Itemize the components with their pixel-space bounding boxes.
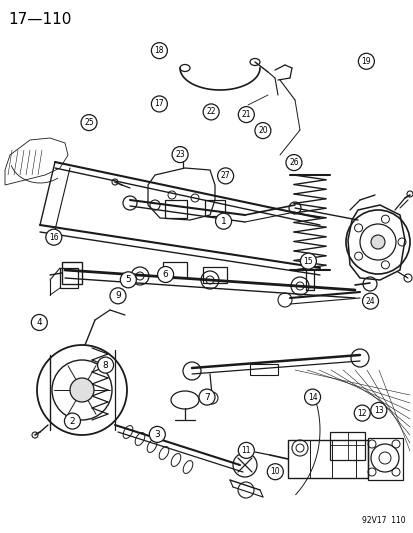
Circle shape — [217, 168, 233, 184]
Text: 2: 2 — [69, 417, 75, 425]
Circle shape — [203, 104, 218, 120]
Text: 26: 26 — [288, 158, 298, 167]
Circle shape — [149, 426, 165, 442]
Text: 16: 16 — [49, 233, 59, 241]
Text: 11: 11 — [241, 446, 250, 455]
Circle shape — [354, 405, 369, 421]
Circle shape — [70, 378, 94, 402]
Circle shape — [238, 107, 254, 123]
Text: 3: 3 — [154, 430, 160, 439]
Bar — [165, 200, 187, 218]
Text: 24: 24 — [365, 297, 375, 305]
Circle shape — [64, 413, 80, 429]
Circle shape — [267, 464, 282, 480]
Text: 13: 13 — [373, 406, 383, 415]
Circle shape — [238, 442, 254, 458]
Circle shape — [120, 272, 136, 288]
Circle shape — [46, 229, 62, 245]
Text: 25: 25 — [84, 118, 94, 127]
Text: 21: 21 — [241, 110, 250, 119]
Circle shape — [370, 235, 384, 249]
Bar — [367, 438, 402, 480]
Text: 18: 18 — [154, 46, 164, 55]
Text: 92V17  110: 92V17 110 — [361, 516, 405, 525]
Bar — [329, 432, 364, 460]
Text: 6: 6 — [162, 270, 168, 279]
Circle shape — [157, 266, 173, 282]
Text: 10: 10 — [270, 467, 280, 476]
Circle shape — [199, 389, 214, 405]
Circle shape — [172, 147, 188, 163]
Bar — [204, 200, 224, 216]
Circle shape — [285, 155, 301, 171]
Circle shape — [300, 253, 316, 269]
Circle shape — [304, 389, 320, 405]
Text: 15: 15 — [303, 257, 313, 265]
Circle shape — [362, 293, 377, 309]
Text: 22: 22 — [206, 108, 215, 116]
Circle shape — [81, 115, 97, 131]
Text: 5: 5 — [125, 276, 131, 284]
Text: 9: 9 — [115, 292, 121, 300]
Bar — [60, 268, 78, 288]
Text: 17—110: 17—110 — [8, 12, 71, 27]
Bar — [163, 262, 187, 278]
Text: 12: 12 — [357, 409, 366, 417]
Circle shape — [151, 96, 167, 112]
Circle shape — [358, 53, 373, 69]
Bar — [287, 440, 367, 478]
Circle shape — [215, 213, 231, 229]
Circle shape — [97, 357, 113, 373]
Text: 20: 20 — [257, 126, 267, 135]
Text: 19: 19 — [361, 57, 370, 66]
Text: 8: 8 — [102, 361, 108, 369]
Circle shape — [370, 402, 386, 418]
Text: 23: 23 — [175, 150, 185, 159]
Bar — [249, 364, 277, 375]
Text: 1: 1 — [220, 217, 226, 225]
Text: 4: 4 — [36, 318, 42, 327]
Bar — [202, 267, 226, 283]
Circle shape — [254, 123, 270, 139]
Circle shape — [31, 314, 47, 330]
Text: 17: 17 — [154, 100, 164, 108]
Text: 27: 27 — [220, 172, 230, 180]
Text: 7: 7 — [204, 393, 209, 401]
Bar — [62, 262, 82, 284]
Circle shape — [151, 43, 167, 59]
Text: 14: 14 — [307, 393, 317, 401]
Circle shape — [110, 288, 126, 304]
